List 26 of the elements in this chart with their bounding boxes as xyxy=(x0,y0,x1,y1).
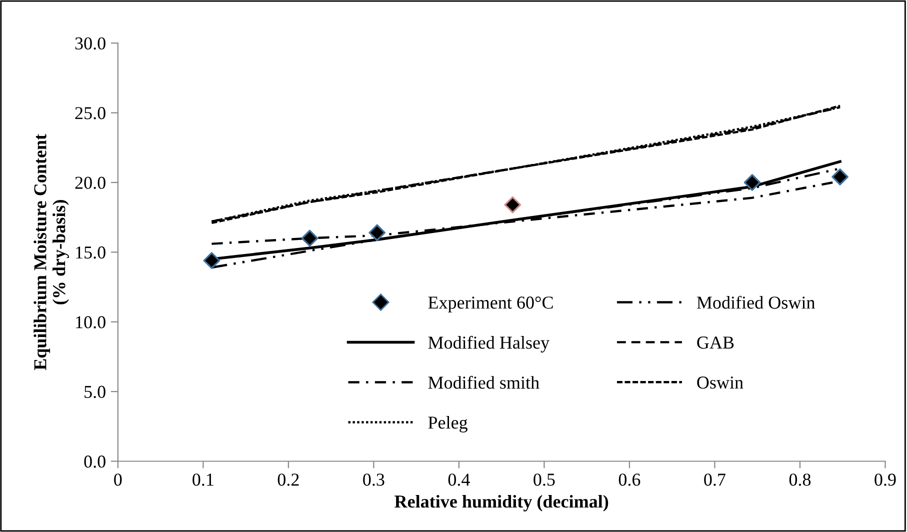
x-tick-label: 0.7 xyxy=(704,474,726,486)
legend-label: Modified Halsey xyxy=(428,336,550,352)
y-tick-label: 20.0 xyxy=(75,176,106,189)
y-tick-label: 0.0 xyxy=(84,456,106,468)
x-tick-label: 0.9 xyxy=(874,474,896,486)
y-tick-label: 25.0 xyxy=(75,107,106,120)
x-tick-label: 0.8 xyxy=(789,474,811,486)
legend-label: Modified Oswin xyxy=(696,296,815,309)
x-tick-label: 0.2 xyxy=(278,474,299,486)
y-tick-label: 15.0 xyxy=(76,246,106,259)
x-tick-label: 0 xyxy=(114,474,122,486)
x-tick-label: 0.3 xyxy=(363,474,384,486)
legend-label: Modified smith xyxy=(428,376,540,389)
legend-label: Experiment 60°C xyxy=(428,296,553,312)
x-axis-title: Relative humidity (decimal) xyxy=(394,494,608,512)
x-tick-label: 0.6 xyxy=(618,474,640,486)
legend-label: GAB xyxy=(697,336,734,349)
legend-label: Peleg xyxy=(428,416,468,432)
x-tick-label: 0.5 xyxy=(534,474,555,486)
y-axis-title: Equilibrium Moisture Content (% dry-basis) xyxy=(34,134,69,370)
x-tick-label: 0.4 xyxy=(448,474,470,486)
y-tick-label: 30.0 xyxy=(75,37,106,50)
x-tick-label: 0.1 xyxy=(192,474,214,486)
legend-label: Oswin xyxy=(697,376,744,389)
y-tick-label: 5.0 xyxy=(84,386,106,398)
y-tick-label: 10.0 xyxy=(76,316,106,328)
